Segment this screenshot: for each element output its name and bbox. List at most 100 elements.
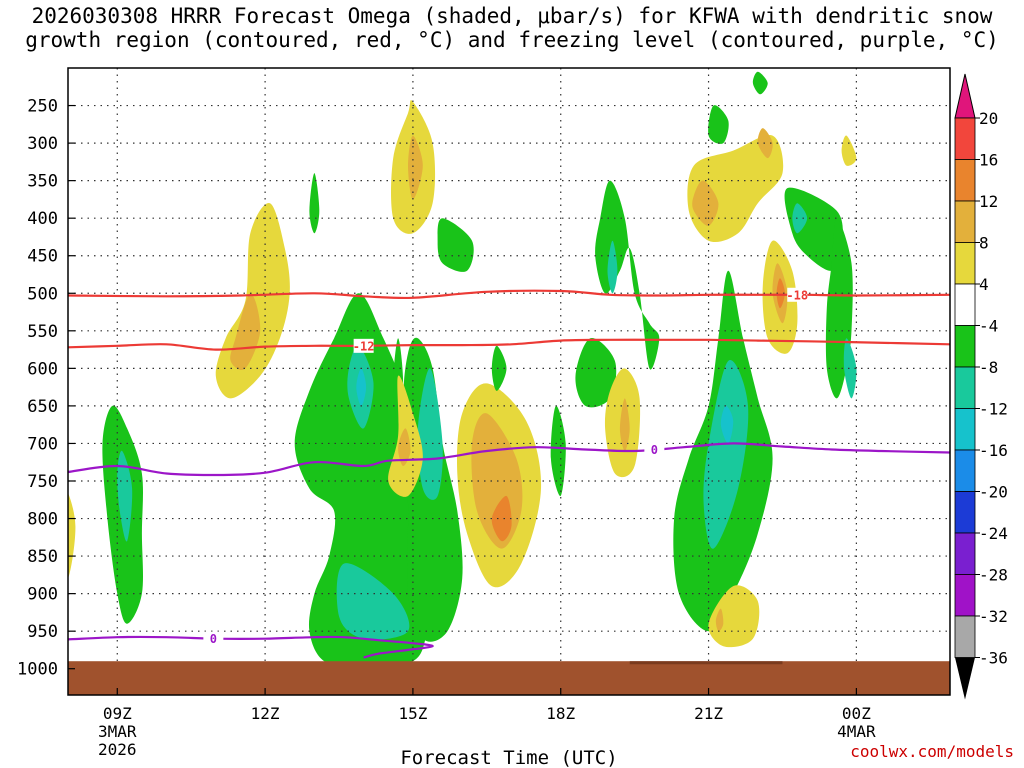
omega-region-34 — [792, 203, 808, 234]
red-contour-1 — [68, 338, 950, 351]
omega-region-29 — [692, 180, 719, 226]
x-tick-year-09Z: 2026 — [98, 740, 137, 759]
y-tick-label-300: 300 — [27, 134, 58, 154]
colorbar-label-12: -32 — [979, 607, 1008, 626]
colorbar-segment-1 — [954, 159, 976, 202]
omega-region-23 — [575, 338, 617, 408]
x-tick-label-15Z: 15Z — [398, 704, 427, 723]
omega-region-43 — [708, 585, 760, 648]
purple-contour-label-bg-1 — [203, 631, 224, 646]
y-tick-label-400: 400 — [27, 209, 58, 229]
plot-background — [68, 68, 950, 695]
ground-layer — [68, 661, 950, 695]
purple-contour-label-1: 0 — [210, 632, 217, 646]
omega-region-44 — [715, 608, 724, 632]
colorbar-label-10: -24 — [979, 524, 1008, 543]
colorbar-segment-7 — [954, 408, 976, 451]
colorbar-bottom-arrow — [955, 657, 975, 700]
omega-region-5 — [294, 293, 443, 669]
colorbar-label-4: 4 — [979, 275, 989, 294]
omega-region-30 — [757, 128, 773, 159]
colorbar-segment-2 — [954, 200, 976, 243]
omega-region-2 — [68, 493, 76, 579]
y-tick-label-550: 550 — [27, 322, 58, 342]
temperature-contours: -18 -12 0 0 — [68, 287, 950, 659]
y-tick-label-500: 500 — [27, 284, 58, 304]
colorbar-segment-9 — [954, 491, 976, 534]
omega-region-17 — [437, 218, 474, 272]
colorbar-label-0: 20 — [979, 109, 998, 128]
x-tick-label-18Z: 18Z — [546, 704, 575, 723]
colorbar-label-5: -4 — [979, 317, 998, 336]
y-tick-label-650: 650 — [27, 397, 58, 417]
red-contour-label-1: -12 — [353, 339, 375, 353]
x-tick-label-09Z: 09Z — [103, 704, 132, 723]
colorbar-label-6: -8 — [979, 358, 998, 377]
omega-region-39 — [776, 278, 785, 309]
y-tick-label-350: 350 — [27, 172, 58, 192]
red-contour-label-0: -18 — [786, 288, 808, 302]
omega-region-7 — [356, 368, 367, 406]
y-tick-label-450: 450 — [27, 247, 58, 267]
y-tick-label-900: 900 — [27, 585, 58, 605]
colorbar-label-11: -28 — [979, 566, 1008, 585]
omega-region-15 — [408, 135, 423, 200]
x-tick-label-12Z: 12Z — [251, 704, 280, 723]
colorbar-segment-4 — [954, 283, 976, 326]
colorbar-top-arrow — [954, 73, 976, 119]
omega-region-32 — [752, 71, 768, 95]
omega-region-41 — [703, 360, 749, 549]
purple-contour-label-0: 0 — [651, 443, 658, 457]
omega-region-10 — [417, 368, 443, 500]
omega-region-22 — [550, 405, 566, 497]
colorbar-label-9: -20 — [979, 483, 1008, 502]
omega-region-24 — [595, 180, 660, 370]
colorbar-segment-5 — [954, 325, 976, 368]
red-contour-label-bg-1 — [353, 338, 374, 353]
y-tick-label-600: 600 — [27, 359, 58, 379]
omega-region-20 — [491, 495, 512, 542]
omega-region-42 — [720, 405, 734, 444]
purple-contour-1 — [68, 635, 434, 659]
ground-surface — [68, 661, 950, 695]
y-tick-label-250: 250 — [27, 97, 58, 117]
colorbar-segment-3 — [954, 242, 976, 285]
omega-region-13 — [398, 428, 411, 467]
purple-contour-0 — [68, 442, 950, 477]
omega-region-16 — [309, 173, 320, 234]
y-tick-label-1000: 1000 — [17, 660, 58, 680]
x-tick-label-21Z: 21Z — [694, 704, 723, 723]
colorbar: 20 16 12 8 4 -4 -8 -12 -16 -20 -24 -28 -32 -36 — [954, 73, 1008, 700]
omega-region-21 — [491, 345, 507, 391]
colorbar-label-7: -12 — [979, 400, 1008, 419]
colorbar-label-8: -16 — [979, 441, 1008, 460]
y-tick-label-750: 750 — [27, 472, 58, 492]
site-credit[interactable]: coolwx.com/models — [850, 742, 1014, 761]
chart-title-line-2: growth region (contoured, red, °C) and f… — [25, 28, 999, 52]
y-tick-label-700: 700 — [27, 434, 58, 454]
purple-contour-label-bg-0 — [644, 442, 665, 457]
y-tick-label-850: 850 — [27, 547, 58, 567]
colorbar-segment-10 — [954, 532, 976, 575]
chart-title-line-1: 2026030308 HRRR Forecast Omega (shaded, … — [31, 4, 993, 28]
colorbar-label-1: 16 — [979, 151, 998, 170]
colorbar-segment-8 — [954, 449, 976, 492]
x-axis-label: Forecast Time (UTC) — [400, 747, 617, 768]
colorbar-label-2: 12 — [979, 192, 998, 211]
omega-region-45 — [841, 135, 857, 166]
x-tick-sublabel-09Z: 3MAR — [98, 722, 137, 741]
omega-region-8 — [336, 563, 410, 640]
omega-region-4 — [230, 293, 261, 371]
omega-region-31 — [708, 105, 729, 144]
omega-region-27 — [619, 398, 630, 451]
axes: 250 300 350 400 450 500 550 600 650 700 750 800 850 9… — [17, 97, 876, 759]
x-tick-label-00Z: 00Z — [842, 704, 871, 723]
y-tick-label-950: 950 — [27, 622, 58, 642]
omega-region-36 — [843, 338, 857, 399]
y-tick-label-800: 800 — [27, 510, 58, 530]
colorbar-label-13: -36 — [979, 649, 1008, 668]
colorbar-segment-0 — [954, 117, 976, 160]
red-contour-label-bg-0 — [787, 287, 808, 302]
plot-frame — [67, 67, 951, 696]
